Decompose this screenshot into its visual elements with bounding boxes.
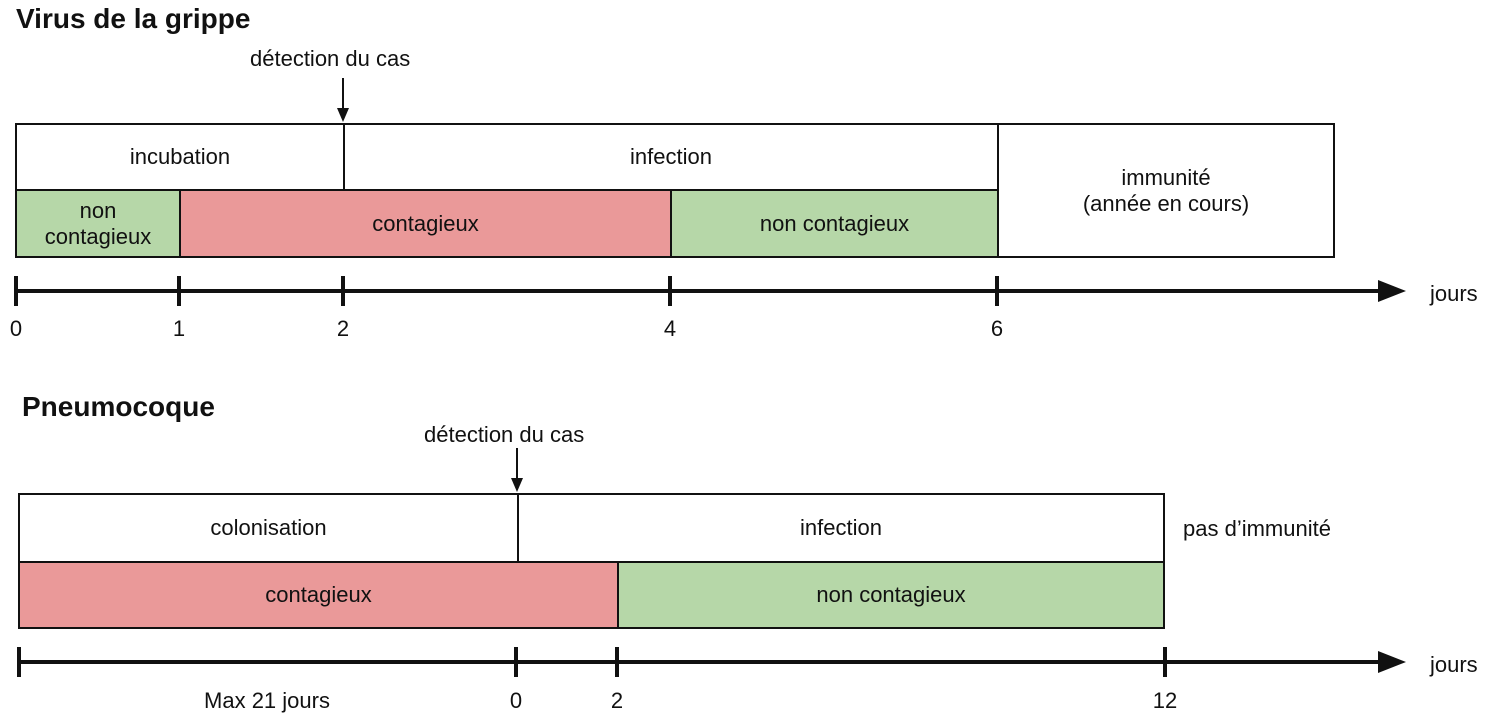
flu-noncontagious-early-line1: non [79, 197, 117, 223]
pneumo-axis-line [18, 660, 1380, 664]
pneumo-tick-start [17, 647, 21, 677]
flu-noncontagious-late-label: non contagieux [759, 210, 910, 236]
pneumo-tick-2 [615, 647, 619, 677]
flu-tick-label-2: 2 [336, 316, 350, 341]
flu-title: Virus de la grippe [16, 3, 251, 34]
flu-axis-unit: jours [1430, 281, 1478, 306]
flu-detection-label: détection du cas [250, 46, 411, 71]
flu-immunity-line1: immunité [1121, 164, 1211, 190]
pneumo-title: Pneumocoque [22, 391, 215, 422]
flu-tick-label-0: 0 [9, 316, 23, 341]
flu-tick-1 [177, 276, 181, 306]
pneumo-noncontagious-box: non contagieux [617, 561, 1165, 629]
flu-noncontagious-early-box: non contagieux [15, 189, 181, 258]
flu-axis-line [15, 289, 1380, 293]
pneumo-infection-label: infection [800, 515, 882, 540]
pneumo-max-label: Max 21 jours [204, 688, 330, 713]
pneumo-tick-0 [514, 647, 518, 677]
flu-noncontagious-late-box: non contagieux [670, 189, 999, 258]
pneumo-colonisation-box: colonisation [18, 493, 519, 563]
flu-tick-4 [668, 276, 672, 306]
pneumo-colonisation-label: colonisation [210, 515, 327, 540]
pneumo-contagious-box: contagieux [18, 561, 619, 629]
flu-detection-arrow-line [342, 78, 344, 110]
pneumo-tick-label-0: 0 [509, 688, 523, 713]
flu-immunity-text: immunité (année en cours) [1083, 165, 1249, 217]
flu-contagious-label: contagieux [372, 210, 479, 236]
flu-detection-arrow-head [337, 108, 349, 122]
flu-axis-arrowhead [1378, 280, 1406, 302]
pneumo-tick-label-12: 12 [1152, 688, 1178, 713]
flu-incubation-label: incubation [129, 144, 231, 169]
flu-noncontagious-early-text: non contagieux [45, 198, 151, 250]
flu-tick-0 [14, 276, 18, 306]
pneumo-noncontagious-label: non contagieux [816, 582, 966, 607]
flu-noncontagious-early-line2: contagieux [44, 223, 152, 249]
flu-tick-label-6: 6 [990, 316, 1004, 341]
flu-tick-label-4: 4 [663, 316, 677, 341]
pneumo-detection-label: détection du cas [424, 422, 585, 447]
flu-tick-2 [341, 276, 345, 306]
flu-infection-label: infection [630, 144, 712, 169]
pneumo-axis-arrowhead [1378, 651, 1406, 673]
flu-tick-6 [995, 276, 999, 306]
pneumo-tick-label-2: 2 [610, 688, 624, 713]
pneumo-detection-arrow-line [516, 448, 518, 480]
flu-immunity-line2: (année en cours) [1082, 190, 1250, 216]
pneumo-tick-12 [1163, 647, 1167, 677]
flu-tick-label-1: 1 [172, 316, 186, 341]
pneumo-no-immunity-label: pas d’immunité [1183, 516, 1331, 541]
flu-contagious-box: contagieux [179, 189, 672, 258]
pneumo-detection-arrow-head [511, 478, 523, 492]
pneumo-contagious-label: contagieux [265, 582, 372, 607]
flu-incubation-box: incubation [15, 123, 345, 191]
flu-infection-box: infection [343, 123, 999, 191]
pneumo-axis-unit: jours [1430, 652, 1478, 677]
pneumo-infection-box: infection [517, 493, 1165, 563]
flu-immunity-box: immunité (année en cours) [997, 123, 1335, 258]
